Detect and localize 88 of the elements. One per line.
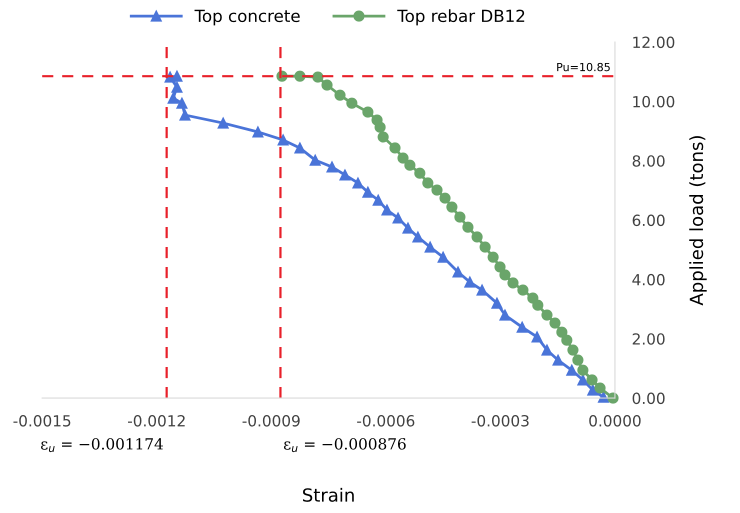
point (321, 80, 333, 91)
y-tick-label: 6.00 (632, 214, 665, 226)
point (176, 98, 188, 109)
point (404, 160, 416, 171)
point (397, 152, 409, 164)
point (472, 231, 483, 243)
y-tick-label: 12.00 (633, 36, 674, 48)
point (218, 118, 229, 129)
point (402, 222, 414, 234)
legend-label: Top concrete (194, 10, 300, 26)
point (531, 331, 543, 343)
point (499, 309, 511, 321)
point (452, 266, 464, 278)
point (252, 126, 264, 138)
point (577, 364, 588, 376)
x-tick-label: -0.0006 (357, 415, 414, 427)
x-axis-title: Strain (303, 488, 354, 502)
point (389, 142, 401, 154)
point (594, 382, 606, 394)
point (168, 92, 179, 104)
point (556, 326, 568, 338)
point (516, 322, 528, 333)
y-tick-label: 8.00 (632, 155, 665, 167)
point (171, 82, 183, 93)
point (372, 194, 384, 206)
point (577, 374, 588, 386)
point (381, 204, 393, 216)
point (527, 292, 538, 304)
point (587, 384, 598, 396)
point (362, 186, 374, 198)
point (179, 109, 191, 121)
x-tick-label: -0.0009 (242, 415, 300, 427)
y-tick-label: 4.00 (632, 274, 665, 286)
legend-label: Top rebar DB12 (397, 9, 524, 26)
point (294, 70, 306, 82)
x-tick-label: -0.0012 (128, 415, 185, 427)
point (312, 72, 324, 83)
x-tick-label: 0.0000 (589, 415, 641, 427)
point (517, 284, 528, 296)
ref-line-label: Pu=10.85 (557, 62, 610, 72)
point (439, 192, 451, 204)
point (552, 354, 564, 366)
point (310, 154, 321, 166)
point (412, 231, 424, 243)
point (438, 252, 449, 263)
y-tick-label: 10.00 (633, 96, 674, 108)
point (572, 354, 584, 366)
point (372, 114, 383, 126)
point (494, 261, 506, 273)
y-tick-label: 2.00 (632, 333, 665, 345)
point (541, 309, 553, 321)
point (598, 392, 610, 403)
point (462, 222, 474, 233)
point (567, 344, 578, 356)
x-tick-label: -0.0015 (13, 415, 70, 427)
y-axis-title: Applied load (tons) (689, 136, 707, 306)
point (464, 276, 476, 288)
point (446, 201, 458, 213)
point (346, 98, 358, 109)
point (491, 298, 503, 309)
point (352, 177, 364, 189)
point (362, 106, 374, 118)
ref-line-label: ε$_{u}$ = −0.001174 (41, 438, 163, 452)
point (499, 269, 511, 281)
point (586, 374, 598, 386)
point (392, 212, 404, 224)
point (414, 168, 426, 179)
point (422, 177, 434, 189)
point (431, 184, 443, 196)
point (549, 317, 561, 329)
point (454, 212, 466, 223)
point (488, 252, 499, 263)
y-tick-label: 0.00 (632, 392, 665, 404)
point (561, 334, 572, 346)
point (326, 161, 338, 173)
point (541, 344, 553, 356)
point (507, 277, 519, 289)
ref-line-label: ε$_{u}$ = −0.000876 (284, 438, 406, 452)
point (278, 134, 289, 146)
point (334, 90, 346, 101)
point (566, 364, 578, 376)
point (424, 242, 436, 253)
point (378, 131, 389, 143)
point (480, 242, 491, 253)
x-tick-label: -0.0003 (472, 415, 529, 427)
point (476, 284, 488, 296)
point (294, 142, 306, 154)
point (339, 169, 351, 181)
